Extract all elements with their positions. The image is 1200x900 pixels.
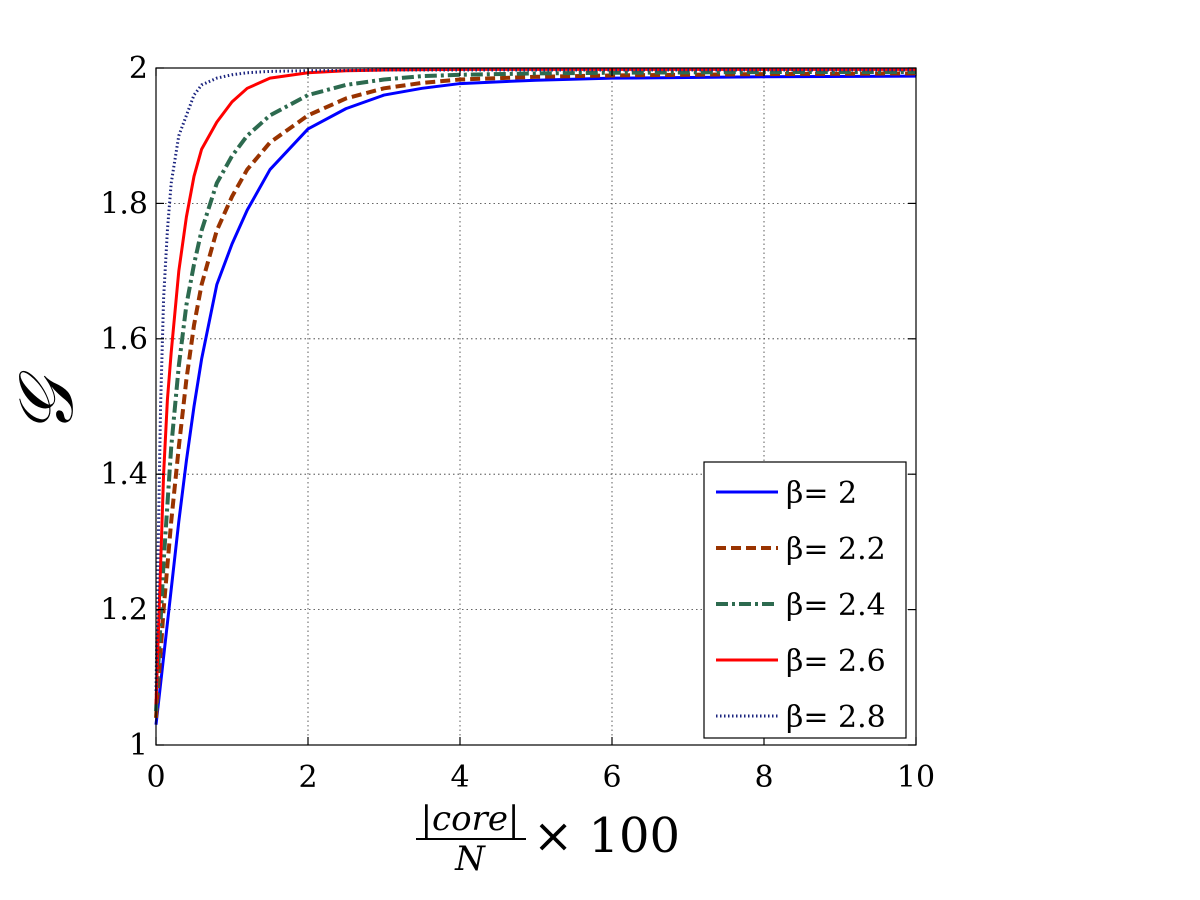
legend-label-5: β= 2.8 (786, 700, 886, 735)
legend: β= 2 β= 2.2 β= 2.4 β= 2.6 β= 2.8 (703, 461, 907, 739)
series-line-3 (154, 70, 916, 712)
y-tick-label: 2 (129, 51, 148, 86)
y-tick-label: 1.8 (100, 186, 148, 221)
y-tick-label: 1.6 (100, 322, 148, 357)
x-tick-label: 8 (754, 760, 773, 795)
y-tick-label: 1.4 (100, 457, 148, 492)
legend-label-2: β= 2.2 (786, 532, 886, 567)
x-label-suffix: × 100 (533, 808, 680, 864)
x-tick-label: 2 (298, 760, 317, 795)
axis-ticks (155, 67, 917, 746)
x-tick-label: 10 (897, 760, 935, 795)
y-tick-label: 1.2 (100, 593, 148, 628)
series-line-1 (154, 74, 917, 725)
x-tick-label: 4 (450, 760, 469, 795)
x-label-denominator: N (454, 839, 486, 879)
legend-label-1: β= 2 (786, 476, 857, 511)
series-line-5 (154, 68, 916, 691)
x-tick-labels: 0 2 4 6 8 10 (146, 760, 935, 795)
legend-label-4: β= 2.6 (786, 644, 886, 679)
series-line-4 (154, 67, 916, 705)
grid-lines (156, 68, 916, 745)
x-label-numerator: |core| (421, 799, 520, 839)
x-tick-label: 0 (146, 760, 165, 795)
x-tick-label: 6 (602, 760, 621, 795)
series-line-2 (154, 71, 917, 719)
legend-box (703, 461, 907, 739)
y-axis-label: 𝒢 (1, 370, 90, 435)
legend-label-3: β= 2.4 (786, 588, 886, 623)
series-layer (154, 67, 917, 725)
x-axis-label: |core| N × 100 (416, 799, 680, 879)
y-tick-labels: 1 1.2 1.4 1.6 1.8 2 (100, 51, 148, 763)
y-tick-label: 1 (129, 728, 148, 763)
plot-frame (155, 67, 917, 746)
